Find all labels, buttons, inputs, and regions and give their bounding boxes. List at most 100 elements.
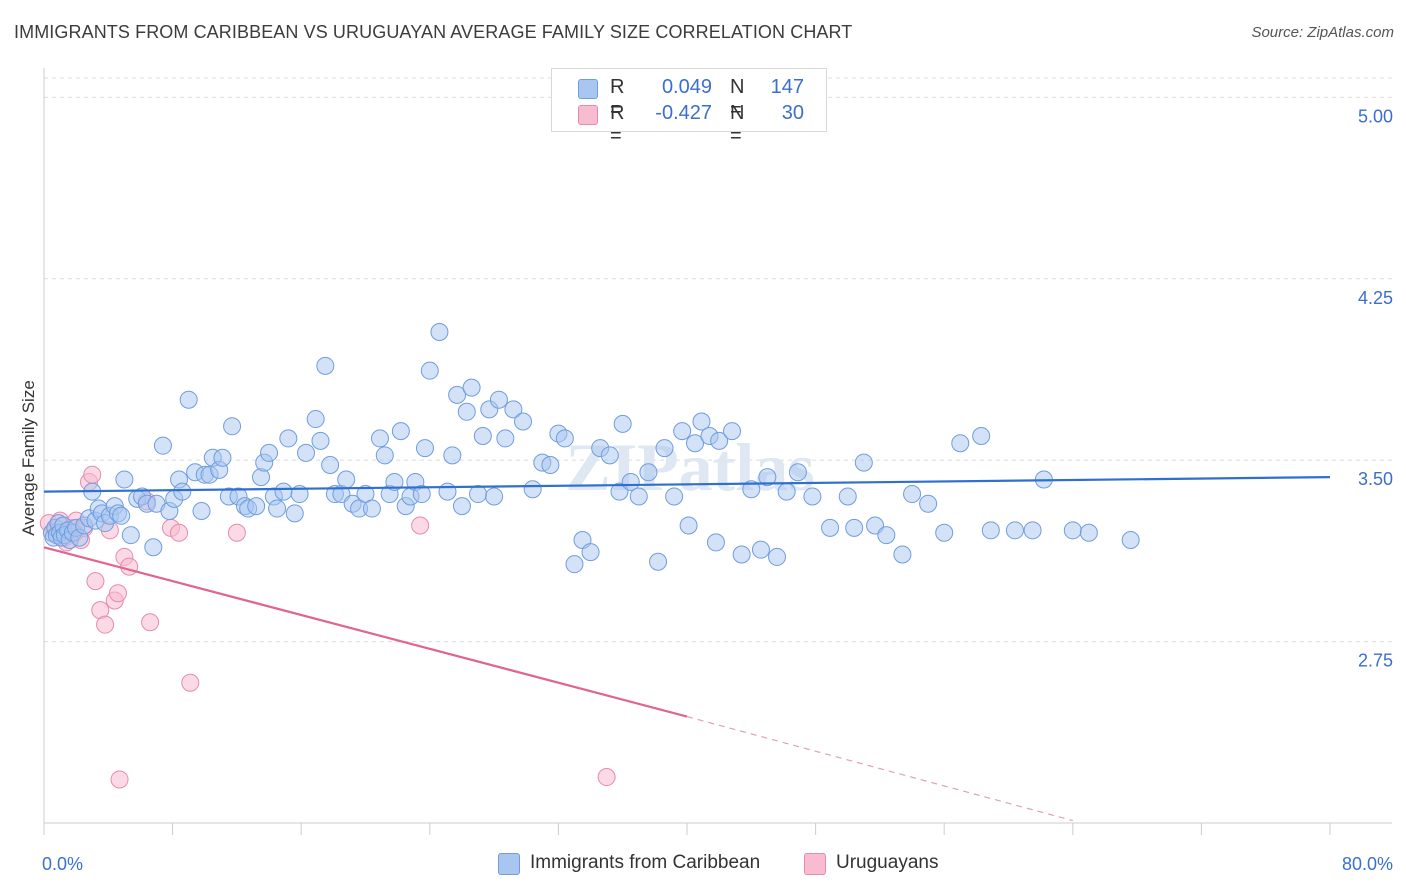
data-point-caribbean (723, 422, 742, 441)
data-point-caribbean (629, 487, 648, 506)
data-point-uruguayans (597, 768, 616, 787)
data-point-caribbean (144, 538, 163, 557)
legend-n-label: N = (730, 102, 745, 147)
data-point-caribbean (692, 412, 711, 431)
data-point-caribbean (430, 322, 449, 341)
data-point-caribbean (274, 482, 293, 501)
data-point-caribbean (679, 516, 698, 535)
data-point-caribbean (485, 487, 504, 506)
legend-swatch-uruguayans (578, 105, 598, 125)
data-point-caribbean (391, 422, 410, 441)
data-point-caribbean (803, 487, 822, 506)
data-point-caribbean (415, 439, 434, 458)
data-point-caribbean (903, 485, 922, 504)
data-point-caribbean (686, 434, 705, 453)
data-point-uruguayans (108, 584, 127, 603)
legend-swatch-caribbean (498, 853, 520, 875)
y-tick-label: 4.25 (1358, 288, 1393, 308)
data-point-caribbean (213, 448, 232, 467)
data-point-uruguayans (83, 465, 102, 484)
data-point-uruguayans (110, 770, 129, 789)
legend-label-caribbean: Immigrants from Caribbean (530, 852, 761, 873)
axes: 2.75 3.50 4.25 5.00 0.0% 80.0% (42, 68, 1393, 874)
data-point-caribbean (768, 547, 787, 566)
data-point-caribbean (311, 431, 330, 450)
data-point-caribbean (673, 422, 692, 441)
stats-legend: R = 0.049 N = 147 R = -0.427 N = 30 (551, 68, 827, 147)
data-point-caribbean (732, 545, 751, 564)
legend-r-label: R = (610, 102, 625, 147)
data-point-uruguayans (96, 615, 115, 634)
x-tick-label: 80.0% (1342, 854, 1393, 874)
legend-r-value: 0.049 (661, 76, 712, 98)
data-point-uruguayans (181, 673, 200, 692)
legend-n-value: 147 (770, 76, 804, 98)
legend-label-uruguayans: Uruguayans (836, 852, 939, 873)
data-point-uruguayans (141, 613, 160, 632)
data-point-caribbean (443, 446, 462, 465)
data-point-caribbean (173, 482, 192, 501)
data-point-caribbean (504, 400, 523, 419)
data-point-caribbean (621, 472, 640, 491)
data-point-caribbean (260, 443, 279, 462)
data-point-caribbean (370, 429, 389, 448)
data-point-caribbean (514, 412, 533, 431)
legend-n-label: N = (730, 76, 745, 121)
data-point-caribbean (821, 518, 840, 537)
data-point-caribbean (438, 482, 457, 501)
data-point-caribbean (321, 456, 340, 475)
data-point-uruguayans (227, 523, 246, 542)
data-point-caribbean (121, 526, 140, 545)
data-point-caribbean (1079, 523, 1098, 542)
data-point-caribbean (448, 385, 467, 404)
data-point-caribbean (935, 523, 954, 542)
data-point-caribbean (153, 436, 172, 455)
data-point-caribbean (613, 414, 632, 433)
data-point-caribbean (788, 463, 807, 482)
legend-r-label: R = (610, 76, 625, 121)
y-tick-label: 3.50 (1358, 469, 1393, 489)
data-point-caribbean (268, 499, 287, 518)
data-point-caribbean (845, 518, 864, 537)
y-tick-label: 2.75 (1358, 651, 1393, 671)
data-point-uruguayans (120, 557, 139, 576)
data-point-caribbean (951, 434, 970, 453)
trend-line-uruguayans (43, 546, 688, 718)
data-point-caribbean (316, 356, 335, 375)
y-tick-label: 5.00 (1358, 106, 1393, 126)
data-point-caribbean (706, 533, 725, 552)
data-point-caribbean (115, 470, 134, 489)
data-point-caribbean (337, 470, 356, 489)
trend-line-caribbean (43, 476, 1331, 493)
data-point-caribbean (541, 456, 560, 475)
data-point-caribbean (600, 446, 619, 465)
data-point-caribbean (473, 426, 492, 445)
data-point-caribbean (972, 426, 991, 445)
legend-r-value: -0.427 (655, 102, 712, 124)
data-point-uruguayans (86, 572, 105, 591)
data-point-caribbean (420, 361, 439, 380)
data-point-caribbean (877, 526, 896, 545)
gridlines (44, 77, 1392, 643)
data-point-caribbean (758, 468, 777, 487)
data-point-caribbean (1063, 521, 1082, 540)
x-tick-label: 0.0% (42, 854, 83, 874)
data-point-caribbean (523, 480, 542, 499)
data-point-caribbean (742, 480, 761, 499)
data-point-caribbean (838, 487, 857, 506)
data-point-caribbean (893, 545, 912, 564)
data-point-caribbean (565, 555, 584, 574)
legend-swatch-caribbean (578, 79, 598, 99)
data-point-caribbean (279, 429, 298, 448)
source-credit: Source: ZipAtlas.com (1251, 24, 1394, 41)
data-point-uruguayans (411, 516, 430, 535)
data-point-caribbean (1023, 521, 1042, 540)
data-point-caribbean (981, 521, 1000, 540)
data-point-caribbean (655, 439, 674, 458)
data-point-caribbean (469, 485, 488, 504)
data-point-caribbean (489, 390, 508, 409)
data-point-caribbean (385, 472, 404, 491)
data-point-caribbean (362, 499, 381, 518)
data-point-caribbean (496, 429, 515, 448)
